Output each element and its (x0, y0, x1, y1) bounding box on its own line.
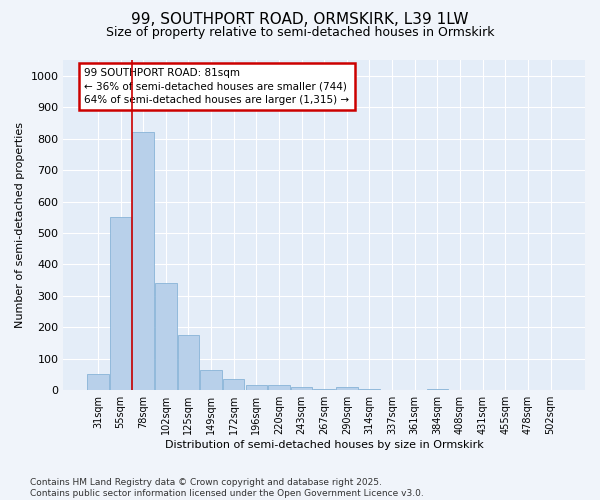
Bar (291, 387, 313, 390)
Text: 99, SOUTHPORT ROAD, ORMSKIRK, L39 1LW: 99, SOUTHPORT ROAD, ORMSKIRK, L39 1LW (131, 12, 469, 28)
X-axis label: Distribution of semi-detached houses by size in Ormskirk: Distribution of semi-detached houses by … (165, 440, 484, 450)
Bar (359, 388, 380, 390)
Bar (155, 284, 176, 390)
Text: 99 SOUTHPORT ROAD: 81sqm
← 36% of semi-detached houses are smaller (744)
64% of : 99 SOUTHPORT ROAD: 81sqm ← 36% of semi-d… (84, 68, 349, 104)
Bar (110, 217, 131, 390)
Text: Size of property relative to semi-detached houses in Ormskirk: Size of property relative to semi-detach… (106, 26, 494, 39)
Text: Contains HM Land Registry data © Crown copyright and database right 2025.
Contai: Contains HM Land Registry data © Crown c… (30, 478, 424, 498)
Bar (427, 388, 448, 390)
Bar (133, 132, 154, 390)
Bar (268, 386, 290, 390)
Bar (336, 387, 358, 390)
Bar (313, 388, 335, 390)
Bar (223, 379, 244, 390)
Y-axis label: Number of semi-detached properties: Number of semi-detached properties (15, 122, 25, 328)
Bar (178, 335, 199, 390)
Bar (245, 386, 267, 390)
Bar (87, 374, 109, 390)
Bar (200, 370, 222, 390)
